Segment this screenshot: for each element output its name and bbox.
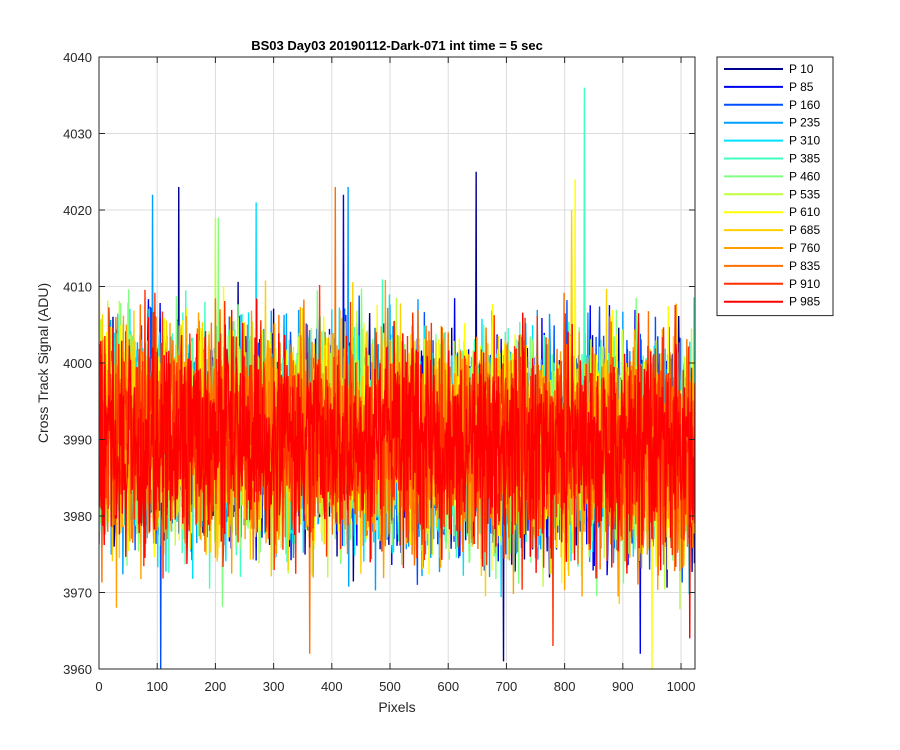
legend-label: P 460 xyxy=(789,169,820,183)
x-tick-label: 700 xyxy=(496,679,518,694)
legend-box xyxy=(716,56,834,317)
x-tick-label: 800 xyxy=(554,679,576,694)
x-tick-label: 400 xyxy=(321,679,343,694)
chart-title: BS03 Day03 20190112-Dark-071 int time = … xyxy=(251,38,543,53)
y-tick-label: 4000 xyxy=(63,356,92,371)
legend-entry: P 85 xyxy=(724,80,814,94)
legend-entry: P 235 xyxy=(724,116,820,130)
legend-label: P 985 xyxy=(789,295,820,309)
legend-label: P 160 xyxy=(789,98,820,112)
legend-label: P 10 xyxy=(789,62,814,76)
y-tick-label: 4020 xyxy=(63,203,92,218)
x-axis-label: Pixels xyxy=(378,699,415,715)
legend: P 10 P 85 P 160 P 235 P 310 P 385 P 460 P 535 P … xyxy=(716,56,834,317)
legend-label: P 310 xyxy=(789,134,820,148)
y-tick-label: 4040 xyxy=(63,50,92,65)
legend-entry: P 685 xyxy=(724,223,820,237)
legend-entry: P 460 xyxy=(724,169,820,183)
tick-marks xyxy=(98,56,695,670)
x-tick-label: 500 xyxy=(379,679,401,694)
legend-entry: P 535 xyxy=(724,187,820,201)
legend-entry: P 385 xyxy=(724,152,820,166)
x-tick-label: 300 xyxy=(263,679,285,694)
x-tick-label: 100 xyxy=(146,679,168,694)
y-tick-label: 4030 xyxy=(63,127,92,142)
legend-entry: P 835 xyxy=(724,259,820,273)
legend-label: P 610 xyxy=(789,205,820,219)
legend-label: P 235 xyxy=(789,116,820,130)
legend-entry: P 910 xyxy=(724,277,820,291)
series-layer xyxy=(99,87,695,669)
legend-label: P 910 xyxy=(789,277,820,291)
x-tick-label: 0 xyxy=(95,679,102,694)
legend-entry: P 10 xyxy=(724,62,814,76)
series-line-p-985 xyxy=(99,298,695,639)
y-tick-label: 4010 xyxy=(63,280,92,295)
y-tick-label: 3980 xyxy=(63,509,92,524)
legend-label: P 760 xyxy=(789,241,820,255)
x-tick-label: 200 xyxy=(205,679,227,694)
y-tick-label: 3960 xyxy=(63,662,92,677)
x-tick-label: 900 xyxy=(612,679,634,694)
y-tick-label: 3970 xyxy=(63,586,92,601)
legend-entry: P 610 xyxy=(724,205,820,219)
tick-labels: 0 100 200 300 400 500 600 700 800 900 1000 3960 3970… xyxy=(63,50,695,694)
legend-label: P 385 xyxy=(789,152,820,166)
legend-entry: P 310 xyxy=(724,134,820,148)
legend-label: P 85 xyxy=(789,80,814,94)
legend-label: P 685 xyxy=(789,223,820,237)
legend-entry: P 760 xyxy=(724,241,820,255)
y-tick-label: 3990 xyxy=(63,433,92,448)
x-tick-label: 600 xyxy=(437,679,459,694)
legend-entry: P 160 xyxy=(724,98,820,112)
legend-label: P 835 xyxy=(789,259,820,273)
y-axis-label: Cross Track Signal (ADU) xyxy=(35,283,51,443)
legend-label: P 535 xyxy=(789,187,820,201)
legend-entry: P 985 xyxy=(724,295,820,309)
x-tick-label: 1000 xyxy=(667,679,696,694)
